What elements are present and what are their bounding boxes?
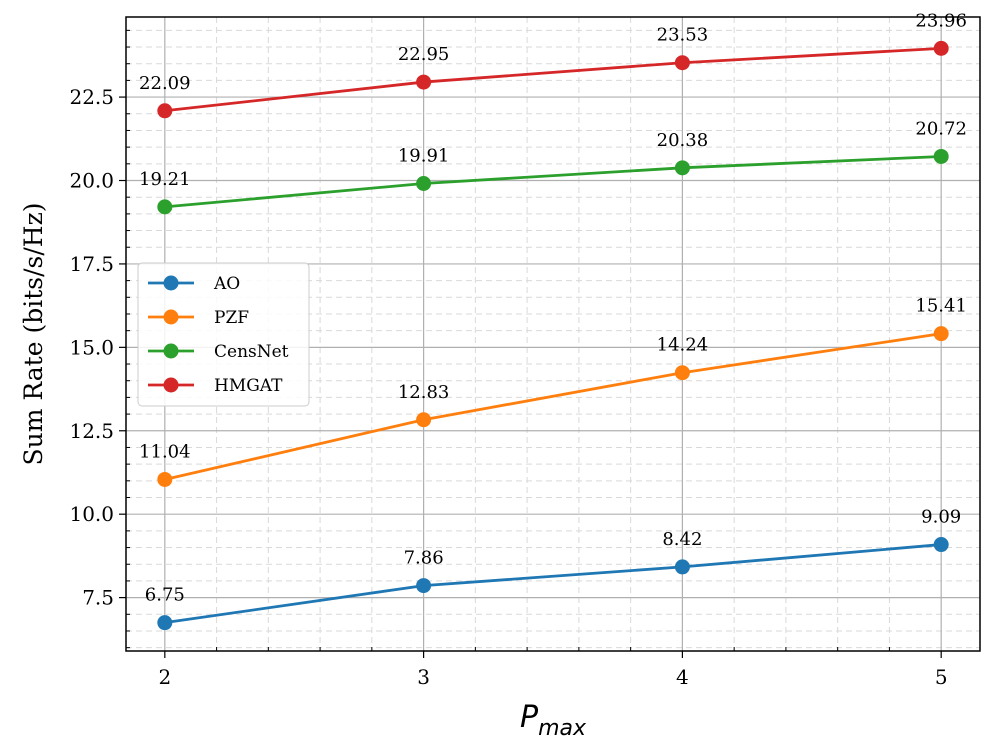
data-label-ao: 7.86 xyxy=(404,548,444,569)
data-point-censnet xyxy=(416,176,432,192)
legend-marker-pzf xyxy=(163,309,179,325)
data-label-censnet: 19.91 xyxy=(398,146,450,167)
x-tick-label: 5 xyxy=(935,665,948,689)
data-point-hmgat xyxy=(416,74,432,90)
minor-grid xyxy=(126,17,980,651)
data-point-pzf xyxy=(933,326,949,342)
y-tick-label: 12.5 xyxy=(69,419,114,443)
data-label-pzf: 15.41 xyxy=(915,296,967,317)
data-label-censnet: 20.38 xyxy=(657,130,709,151)
legend: AO PZF CensNet HMGAT xyxy=(137,262,310,407)
y-axis-title: Sum Rate (bits/s/Hz) xyxy=(19,202,48,465)
series-layer xyxy=(157,40,949,631)
y-tick-label: 20.0 xyxy=(69,169,114,193)
legend-marker-hmgat xyxy=(163,377,179,393)
data-point-censnet xyxy=(157,199,173,215)
y-tick-label: 22.5 xyxy=(69,85,114,109)
x-tick-label: 3 xyxy=(417,665,430,689)
data-point-hmgat xyxy=(674,55,690,71)
data-point-ao xyxy=(416,578,432,594)
legend-label-hmgat: HMGAT xyxy=(214,376,283,396)
series-line-hmgat xyxy=(164,46,942,113)
y-tick-label: 7.5 xyxy=(82,586,114,610)
data-point-ao xyxy=(674,559,690,575)
axis-ticks: 7.5 10.0 12.5 15.0 17.5 20.0 22.5 2 3 4 5 xyxy=(69,29,948,689)
x-axis-title: Pmax xyxy=(520,700,587,741)
data-point-ao xyxy=(157,615,173,631)
data-point-censnet xyxy=(933,148,949,164)
x-axis-title-subscript: max xyxy=(538,716,587,741)
legend-label-ao: AO xyxy=(213,274,240,294)
data-label-pzf: 14.24 xyxy=(657,335,709,356)
series-line-pzf xyxy=(164,332,942,481)
data-label-pzf: 11.04 xyxy=(139,441,191,462)
data-point-pzf xyxy=(416,412,432,428)
data-point-ao xyxy=(933,537,949,553)
x-tick-label: 2 xyxy=(158,665,171,689)
data-label-censnet: 19.21 xyxy=(139,169,191,190)
legend-label-censnet: CensNet xyxy=(214,342,289,362)
legend-marker-ao xyxy=(163,275,179,291)
data-point-censnet xyxy=(674,160,690,176)
series-line-censnet xyxy=(164,155,942,209)
y-tick-label: 17.5 xyxy=(69,252,114,276)
series-line-ao xyxy=(164,543,942,625)
data-label-hmgat: 22.09 xyxy=(139,73,191,94)
data-label-censnet: 20.72 xyxy=(915,118,967,139)
data-label-hmgat: 23.96 xyxy=(915,10,967,31)
plot-frame xyxy=(125,16,981,652)
data-point-pzf xyxy=(157,471,173,487)
data-label-ao: 8.42 xyxy=(662,529,702,550)
data-label-pzf: 12.83 xyxy=(398,382,450,403)
data-point-pzf xyxy=(674,365,690,381)
data-label-ao: 6.75 xyxy=(145,585,185,606)
legend-label-pzf: PZF xyxy=(214,308,249,328)
y-tick-label: 10.0 xyxy=(69,502,114,526)
x-tick-label: 4 xyxy=(676,665,689,689)
data-point-hmgat xyxy=(933,40,949,56)
legend-marker-censnet xyxy=(163,343,179,359)
x-axis-title-main: P xyxy=(520,700,539,735)
data-label-ao: 9.09 xyxy=(921,507,961,528)
data-label-hmgat: 22.95 xyxy=(398,44,450,65)
y-tick-label: 15.0 xyxy=(69,335,114,359)
data-point-hmgat xyxy=(157,103,173,119)
data-labels: 6.75 7.86 8.42 9.09 11.04 12.83 14.24 15.41 19.2… xyxy=(139,10,967,605)
legend-box xyxy=(137,262,310,407)
data-label-hmgat: 23.53 xyxy=(657,25,709,46)
